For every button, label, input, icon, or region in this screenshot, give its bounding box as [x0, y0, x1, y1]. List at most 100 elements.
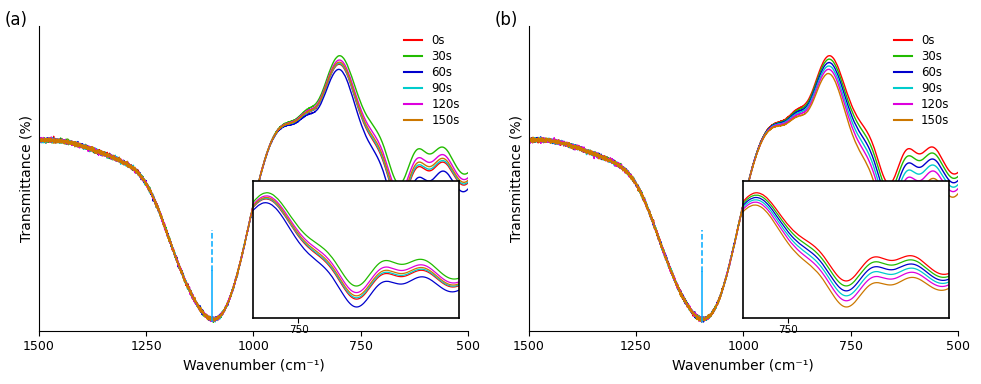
90s	[823, 64, 835, 68]
30s	[823, 57, 835, 61]
0s	[297, 113, 309, 118]
150s	[334, 60, 345, 65]
Line: 60s: 60s	[39, 70, 468, 321]
120s	[904, 175, 915, 179]
150s	[413, 160, 425, 164]
0s	[952, 170, 963, 175]
90s	[531, 139, 542, 144]
150s	[297, 112, 309, 117]
60s	[413, 175, 425, 180]
90s	[33, 139, 45, 144]
90s	[41, 137, 53, 142]
0s	[462, 180, 474, 185]
90s	[577, 148, 589, 153]
60s	[769, 122, 781, 127]
60s	[952, 179, 963, 183]
90s	[209, 319, 221, 324]
150s	[823, 71, 835, 76]
120s	[334, 58, 345, 62]
Line: 150s: 150s	[529, 73, 957, 321]
120s	[696, 319, 707, 324]
Text: (b): (b)	[494, 11, 518, 29]
120s	[462, 175, 474, 180]
30s	[387, 174, 399, 179]
30s	[878, 181, 890, 185]
0s	[413, 164, 425, 169]
Line: 0s: 0s	[529, 56, 957, 321]
150s	[577, 147, 589, 151]
60s	[334, 67, 345, 72]
90s	[696, 320, 707, 324]
150s	[531, 137, 542, 141]
150s	[387, 187, 399, 192]
0s	[824, 53, 836, 58]
X-axis label: Wavenumber (cm⁻¹): Wavenumber (cm⁻¹)	[182, 359, 325, 373]
Line: 120s: 120s	[39, 60, 468, 321]
120s	[577, 148, 589, 153]
90s	[523, 138, 535, 143]
90s	[787, 114, 799, 118]
120s	[41, 139, 53, 143]
0s	[523, 141, 535, 145]
Text: (a): (a)	[4, 11, 27, 29]
120s	[297, 112, 309, 116]
60s	[904, 161, 915, 165]
0s	[87, 146, 99, 151]
90s	[297, 113, 309, 118]
Line: 120s: 120s	[529, 69, 957, 322]
120s	[87, 147, 99, 152]
30s	[577, 146, 589, 151]
90s	[334, 61, 345, 66]
60s	[577, 147, 589, 152]
150s	[209, 319, 221, 323]
150s	[41, 138, 53, 143]
30s	[279, 122, 290, 126]
60s	[787, 113, 799, 117]
120s	[952, 187, 963, 191]
90s	[87, 147, 99, 151]
60s	[33, 137, 45, 142]
30s	[462, 170, 474, 175]
120s	[769, 124, 781, 129]
90s	[904, 168, 915, 172]
60s	[209, 318, 221, 323]
90s	[952, 182, 963, 187]
120s	[387, 183, 399, 187]
30s	[87, 148, 99, 152]
Line: 90s: 90s	[39, 63, 468, 322]
60s	[387, 202, 399, 207]
120s	[823, 67, 835, 71]
120s	[279, 122, 290, 127]
120s	[787, 115, 799, 120]
150s	[462, 178, 474, 183]
120s	[413, 156, 425, 160]
60s	[297, 115, 309, 119]
0s	[769, 121, 781, 126]
60s	[462, 187, 474, 191]
90s	[769, 123, 781, 128]
90s	[279, 123, 290, 127]
0s	[41, 137, 53, 142]
Line: 0s: 0s	[39, 64, 468, 321]
30s	[208, 320, 220, 324]
30s	[769, 122, 781, 126]
0s	[904, 146, 915, 151]
60s	[41, 138, 53, 142]
60s	[87, 146, 99, 151]
30s	[413, 146, 425, 151]
30s	[297, 110, 309, 114]
0s	[697, 319, 708, 324]
30s	[33, 139, 45, 144]
30s	[904, 154, 915, 158]
30s	[787, 111, 799, 116]
60s	[697, 320, 709, 324]
30s	[523, 137, 535, 142]
30s	[952, 174, 963, 179]
150s	[523, 138, 535, 143]
60s	[878, 188, 890, 192]
Line: 30s: 30s	[39, 56, 468, 322]
Line: 90s: 90s	[529, 66, 957, 322]
0s	[787, 110, 799, 115]
0s	[878, 174, 890, 179]
150s	[952, 192, 963, 196]
